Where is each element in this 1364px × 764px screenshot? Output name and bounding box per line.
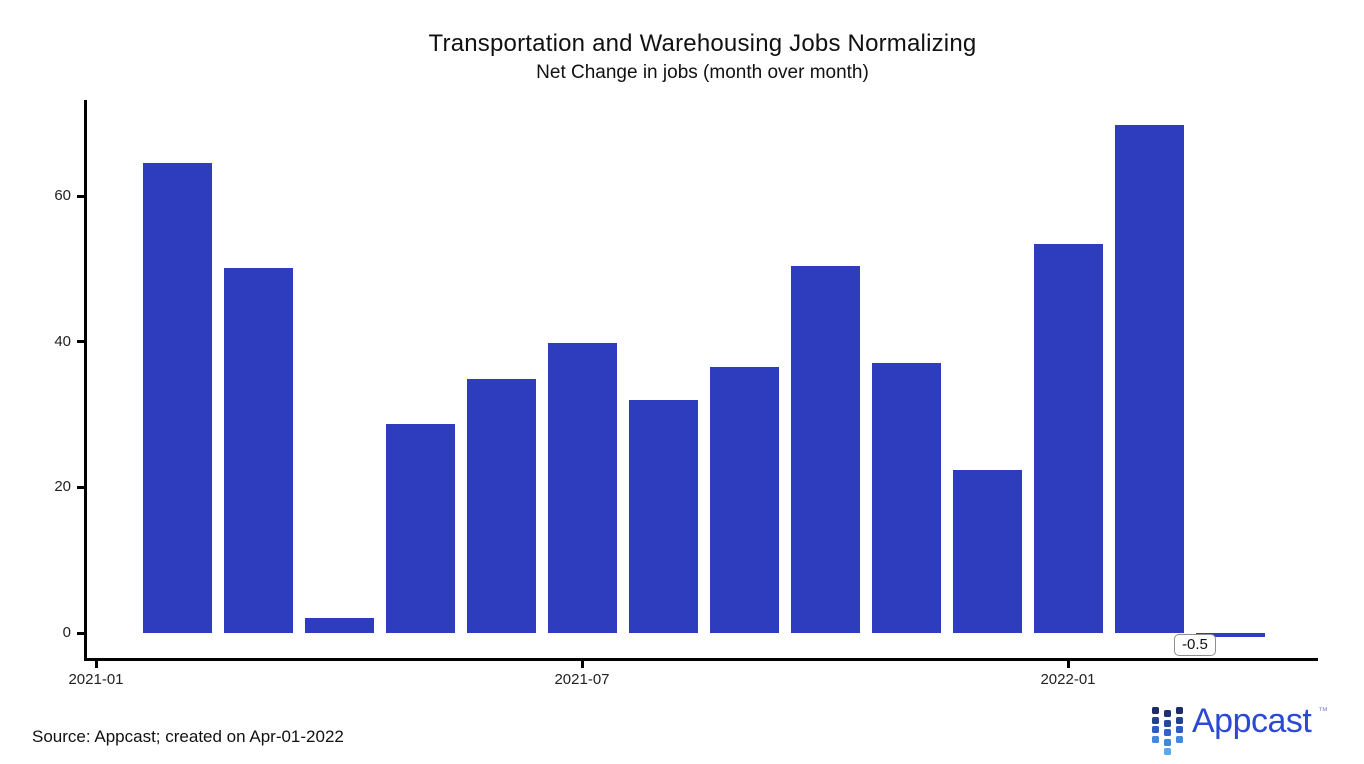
bar-2021-05 <box>385 424 455 633</box>
logo-dot <box>1176 735 1183 743</box>
x-tick-mark <box>94 661 98 668</box>
logo-dot <box>1152 707 1159 714</box>
y-tick-label: 0 <box>62 624 71 641</box>
y-tick-label: 40 <box>54 332 71 350</box>
y-tick-mark <box>77 631 85 635</box>
logo-dot <box>1176 726 1183 733</box>
x-axis-line <box>84 658 1318 661</box>
trademark-symbol: ™ <box>1318 706 1328 717</box>
logo-dot <box>1164 748 1171 755</box>
y-tick-label: 20 <box>54 478 71 496</box>
x-tick-label: 2022-01 <box>1040 671 1096 688</box>
bar-2021-09 <box>709 367 779 633</box>
logo-dot <box>1164 738 1171 746</box>
bar-2021-07 <box>547 343 617 633</box>
bar-2022-02 <box>1114 124 1184 633</box>
logo-dot <box>1152 726 1159 733</box>
bar-2021-03 <box>223 267 293 633</box>
logo-dot <box>1176 707 1183 714</box>
bar-2021-06 <box>466 378 536 633</box>
bar-2021-04 <box>304 618 374 633</box>
y-tick-mark <box>77 194 85 198</box>
logo-dot <box>1152 716 1159 724</box>
annotation-label: -0.5 <box>1174 634 1216 656</box>
logo-dot <box>1164 710 1171 717</box>
x-tick-label: 2021-07 <box>554 671 610 688</box>
logo-dot <box>1152 735 1159 743</box>
y-tick-mark <box>77 485 85 489</box>
source-note: Source: Appcast; created on Apr-01-2022 <box>32 727 344 746</box>
appcast-logo-text: Appcast <box>1192 702 1312 740</box>
bar-2021-11 <box>871 362 941 633</box>
chart-subtitle: Net Change in jobs (month over month) <box>536 62 869 83</box>
y-tick-label: 60 <box>54 187 71 205</box>
y-tick-mark <box>77 340 85 344</box>
bar-2021-08 <box>628 400 698 633</box>
bar-2022-01 <box>1033 244 1103 633</box>
logo-dot <box>1176 716 1183 724</box>
logo-dot <box>1164 729 1171 736</box>
chart-title: Transportation and Warehousing Jobs Norm… <box>428 30 977 57</box>
bar-2022-03 <box>1195 633 1265 637</box>
bar-2021-10 <box>790 266 860 633</box>
logo-dot <box>1164 719 1171 727</box>
bar-2021-02 <box>142 162 212 633</box>
x-tick-label: 2021-01 <box>68 671 124 688</box>
x-tick-mark <box>1066 661 1070 668</box>
x-tick-mark <box>580 661 584 668</box>
y-axis-line <box>84 100 87 661</box>
bar-2021-12 <box>952 469 1022 633</box>
appcast-logo: Appcast ™ <box>1150 700 1340 755</box>
